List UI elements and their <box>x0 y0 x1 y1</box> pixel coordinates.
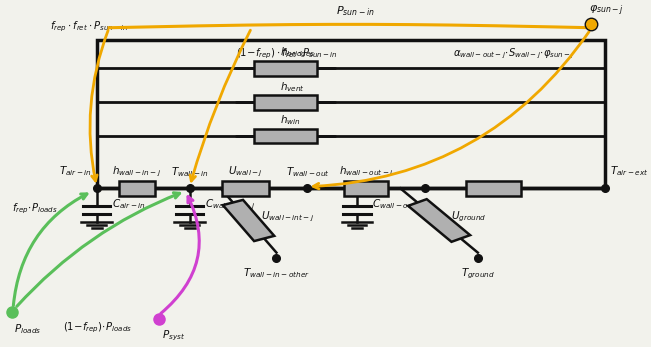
Text: $h_{wall-out-j}$: $h_{wall-out-j}$ <box>339 164 394 179</box>
Text: $(1\!-\!f_{rep})\cdot f_{ret}\cdot P_{sun-in}$: $(1\!-\!f_{rep})\cdot f_{ret}\cdot P_{su… <box>236 46 338 61</box>
Bar <box>254 128 318 143</box>
Text: $h_{vent}$: $h_{vent}$ <box>279 80 305 94</box>
Bar <box>97 40 605 188</box>
Text: $C_{air-in}$: $C_{air-in}$ <box>112 198 146 211</box>
Text: $P_{loads}$: $P_{loads}$ <box>14 322 41 336</box>
Text: $P_{sun-in}$: $P_{sun-in}$ <box>336 4 374 18</box>
Polygon shape <box>223 200 274 241</box>
Text: $T_{wall-in-other}$: $T_{wall-in-other}$ <box>243 266 310 280</box>
Text: $f_{rep}\!\cdot\! P_{loads}$: $f_{rep}\!\cdot\! P_{loads}$ <box>12 202 58 216</box>
Text: $\alpha_{wall-out-j}\!\cdot\! S_{wall-j}\!\cdot\!\varphi_{sun-j}$: $\alpha_{wall-out-j}\!\cdot\! S_{wall-j}… <box>453 46 575 61</box>
Text: $P_{syst}$: $P_{syst}$ <box>162 329 185 343</box>
Bar <box>221 181 270 196</box>
Text: $T_{wall-in}$: $T_{wall-in}$ <box>171 165 208 179</box>
Bar <box>119 181 155 196</box>
Text: $h_{win}$: $h_{win}$ <box>279 114 300 127</box>
Text: $T_{air-in}$: $T_{air-in}$ <box>59 164 92 178</box>
Text: $T_{ground}$: $T_{ground}$ <box>461 266 495 280</box>
Text: $C_{wall-in-j}$: $C_{wall-in-j}$ <box>205 197 255 212</box>
Text: $(1\!-\!f_{rep})\!\cdot\! P_{loads}$: $(1\!-\!f_{rep})\!\cdot\! P_{loads}$ <box>62 320 132 335</box>
Text: $h_{wall-in-j}$: $h_{wall-in-j}$ <box>112 164 161 179</box>
Bar <box>465 181 521 196</box>
Bar <box>344 181 388 196</box>
Bar <box>254 95 318 110</box>
Bar <box>254 61 318 76</box>
Text: $T_{air-ext}$: $T_{air-ext}$ <box>610 164 648 178</box>
Text: $T_{wall-out}$: $T_{wall-out}$ <box>286 165 329 179</box>
Text: $C_{wall-out-j}$: $C_{wall-out-j}$ <box>372 197 428 212</box>
Text: $f_{rep}\cdot f_{ret}\cdot P_{sun-in}$: $f_{rep}\cdot f_{ret}\cdot P_{sun-in}$ <box>50 19 129 34</box>
Text: $\varphi_{sun-j}$: $\varphi_{sun-j}$ <box>589 3 624 18</box>
Text: $h_{bridges}$: $h_{bridges}$ <box>279 45 315 60</box>
Polygon shape <box>408 199 470 242</box>
Text: $U_{wall-int-j}$: $U_{wall-int-j}$ <box>261 210 314 224</box>
Text: $U_{ground}$: $U_{ground}$ <box>452 210 487 224</box>
Text: $U_{wall-j}$: $U_{wall-j}$ <box>228 164 263 179</box>
